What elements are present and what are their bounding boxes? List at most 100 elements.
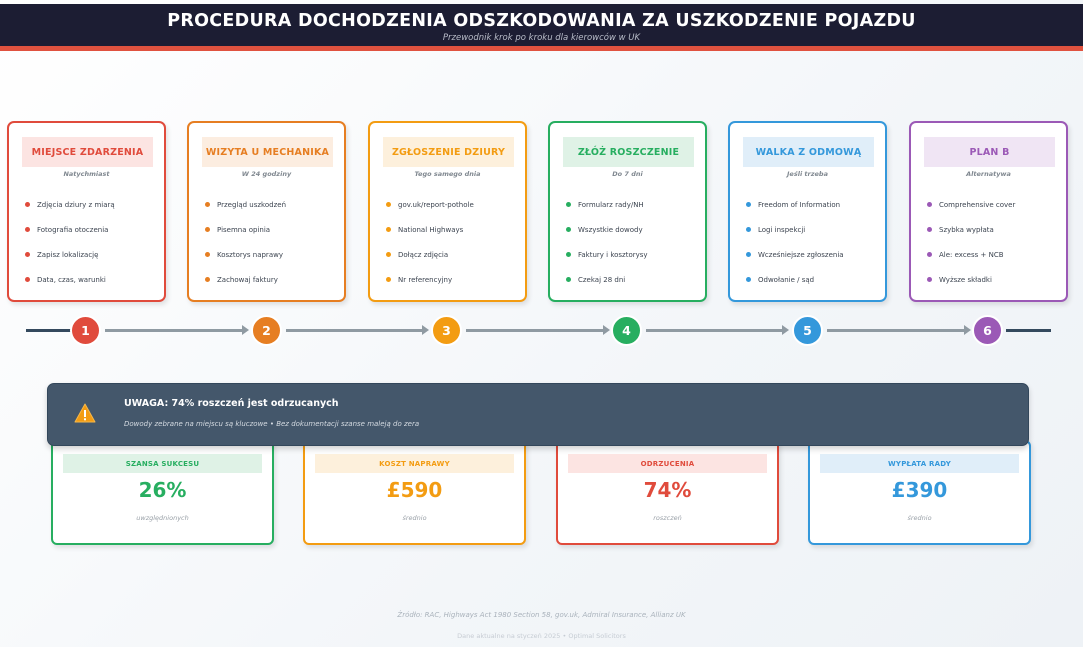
page-subtitle: Przewodnik krok po kroku dla kierowców w… <box>442 33 641 43</box>
list-item: Odwołanie / sąd <box>746 267 844 292</box>
timeline-connector <box>646 329 783 332</box>
list-item: Nr referencyjny <box>386 267 474 292</box>
arrow-right-icon <box>422 325 429 335</box>
bullet-icon <box>566 202 571 207</box>
stat-label: KOSZT NAPRAWY <box>315 454 514 473</box>
list-item: Faktury i kosztorysy <box>566 242 648 267</box>
bullet-icon <box>746 252 751 257</box>
arrow-right-icon <box>782 325 789 335</box>
bullet-icon <box>927 252 932 257</box>
warning-banner: UWAGA: 74% roszczeń jest odrzucanych Dow… <box>47 383 1029 446</box>
list-item: Dołącz zdjęcia <box>386 242 474 267</box>
timeline-connector <box>286 329 423 332</box>
list-item: Zachowaj faktury <box>205 267 286 292</box>
process-timeline: 1 2 3 4 5 6 <box>0 313 1083 349</box>
step-title: WALKA Z ODMOWĄ <box>743 137 874 167</box>
stat-card-szansa-sukcesu: SZANSA SUKCESU 26% uwzględnionych <box>51 440 274 545</box>
step-number-badge-2: 2 <box>251 315 282 346</box>
step-card-walka-z-odmowa: WALKA Z ODMOWĄ Jeśli trzeba Freedom of I… <box>728 121 887 302</box>
timeline-connector <box>105 329 243 332</box>
step-card-zloz-roszczenie: ZŁÓŻ ROSZCZENIE Do 7 dni Formularz rady/… <box>548 121 707 302</box>
step-number-badge-6: 6 <box>972 315 1003 346</box>
timeline-start-line <box>26 329 72 332</box>
list-item: Przegląd uszkodzeń <box>205 192 286 217</box>
stat-note: roszczeń <box>653 514 682 522</box>
step-number-badge-1: 1 <box>70 315 101 346</box>
timeline-connector <box>827 329 965 332</box>
bullet-icon <box>25 227 30 232</box>
step-title: ZGŁOSZENIE DZIURY <box>383 137 514 167</box>
step-checklist: gov.uk/report-pothole National Highways … <box>386 192 474 292</box>
bullet-icon <box>386 277 391 282</box>
list-item: Kosztorys naprawy <box>205 242 286 267</box>
stat-note: uwzględnionych <box>136 514 189 522</box>
header-accent-bar <box>0 46 1083 51</box>
stat-label: SZANSA SUKCESU <box>63 454 262 473</box>
step-title: WIZYTA U MECHANIKA <box>202 137 333 167</box>
stat-label: WYPŁATA RADY <box>820 454 1019 473</box>
bullet-icon <box>205 227 210 232</box>
step-checklist: Zdjęcia dziury z miarą Fotografia otocze… <box>25 192 115 292</box>
step-checklist: Comprehensive cover Szybka wypłata Ale: … <box>927 192 1015 292</box>
warning-subtitle: Dowody zebrane na miejscu są kluczowe • … <box>124 420 420 428</box>
bullet-icon <box>927 202 932 207</box>
list-item: gov.uk/report-pothole <box>386 192 474 217</box>
bullet-icon <box>205 252 210 257</box>
step-title: PLAN B <box>924 137 1055 167</box>
list-item: Zapisz lokalizację <box>25 242 115 267</box>
bullet-icon <box>25 202 30 207</box>
page-title: PROCEDURA DOCHODZENIA ODSZKODOWANIA ZA U… <box>167 11 916 31</box>
stat-value: 74% <box>643 478 692 502</box>
list-item: Freedom of Information <box>746 192 844 217</box>
arrow-right-icon <box>242 325 249 335</box>
list-item: Comprehensive cover <box>927 192 1015 217</box>
step-card-wizyta-u-mechanika: WIZYTA U MECHANIKA W 24 godziny Przegląd… <box>187 121 346 302</box>
step-timing: Tego samego dnia <box>414 170 481 178</box>
step-card-zgloszenie-dziury: ZGŁOSZENIE DZIURY Tego samego dnia gov.u… <box>368 121 527 302</box>
bullet-icon <box>746 202 751 207</box>
header-banner: PROCEDURA DOCHODZENIA ODSZKODOWANIA ZA U… <box>0 4 1083 46</box>
step-checklist: Formularz rady/NH Wszystkie dowody Faktu… <box>566 192 648 292</box>
list-item: Zdjęcia dziury z miarą <box>25 192 115 217</box>
list-item: Czekaj 28 dni <box>566 267 648 292</box>
arrow-right-icon <box>603 325 610 335</box>
step-card-miejsce-zdarzenia: MIEJSCE ZDARZENIA Natychmiast Zdjęcia dz… <box>7 121 166 302</box>
step-number-badge-3: 3 <box>431 315 462 346</box>
stat-value: £390 <box>891 478 948 502</box>
footer-source: Źródło: RAC, Highways Act 1980 Section 5… <box>397 611 686 619</box>
bullet-icon <box>386 202 391 207</box>
step-timing: Natychmiast <box>63 170 110 178</box>
timeline-connector <box>466 329 604 332</box>
bullet-icon <box>566 227 571 232</box>
list-item: Fotografia otoczenia <box>25 217 115 242</box>
stat-value: £590 <box>386 478 443 502</box>
bullet-icon <box>205 277 210 282</box>
bullet-icon <box>927 277 932 282</box>
step-checklist: Przegląd uszkodzeń Pisemna opinia Koszto… <box>205 192 286 292</box>
step-timing: Alternatywa <box>966 170 1011 178</box>
warning-title: UWAGA: 74% roszczeń jest odrzucanych <box>124 398 339 409</box>
stat-card-koszt-naprawy: KOSZT NAPRAWY £590 średnio <box>303 440 526 545</box>
step-title: MIEJSCE ZDARZENIA <box>22 137 153 167</box>
list-item: Formularz rady/NH <box>566 192 648 217</box>
stat-label: ODRZUCENIA <box>568 454 767 473</box>
list-item: Pisemna opinia <box>205 217 286 242</box>
list-item: Ale: excess + NCB <box>927 242 1015 267</box>
step-timing: Do 7 dni <box>612 170 643 178</box>
stat-card-wyplata-rady: WYPŁATA RADY £390 średnio <box>808 440 1031 545</box>
bullet-icon <box>386 227 391 232</box>
stat-value: 26% <box>138 478 187 502</box>
timeline-end-line <box>1006 329 1051 332</box>
list-item: Szybka wypłata <box>927 217 1015 242</box>
step-number-badge-4: 4 <box>611 315 642 346</box>
step-card-plan-b: PLAN B Alternatywa Comprehensive cover S… <box>909 121 1068 302</box>
step-timing: Jeśli trzeba <box>787 170 828 178</box>
stat-note: średnio <box>907 514 932 522</box>
list-item: Logi inspekcji <box>746 217 844 242</box>
bullet-icon <box>25 277 30 282</box>
bullet-icon <box>746 227 751 232</box>
list-item: Data, czas, warunki <box>25 267 115 292</box>
bullet-icon <box>205 202 210 207</box>
bullet-icon <box>386 252 391 257</box>
footer-date: Dane aktualne na styczeń 2025 • Optimal … <box>457 632 626 640</box>
